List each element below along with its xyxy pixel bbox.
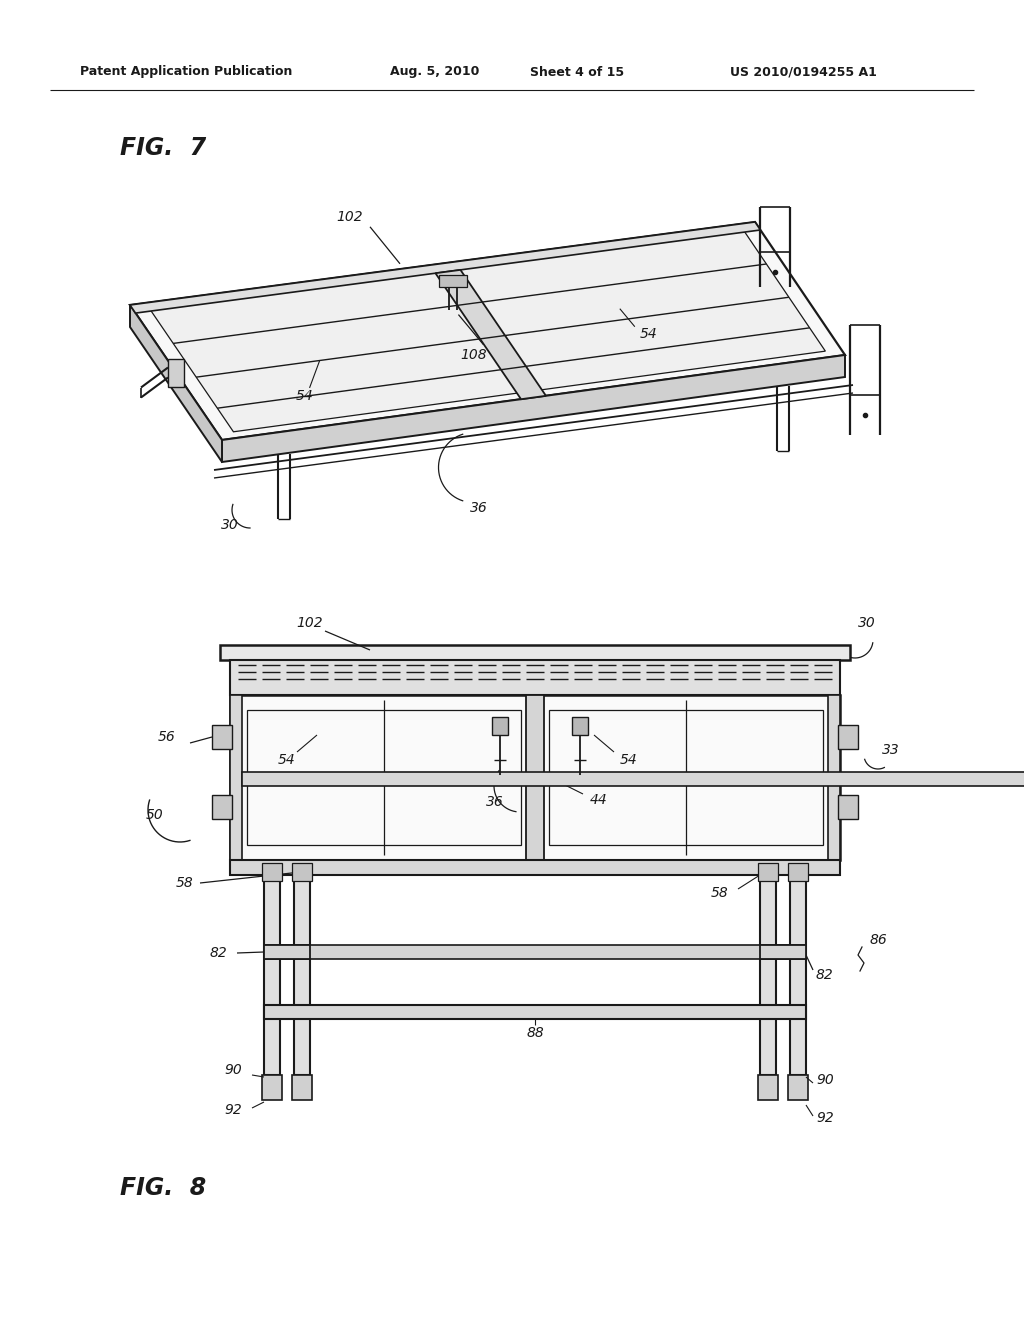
Bar bbox=[230, 660, 840, 696]
Text: 58: 58 bbox=[711, 886, 728, 900]
Text: 30: 30 bbox=[858, 616, 876, 630]
Text: 90: 90 bbox=[224, 1063, 242, 1077]
Bar bbox=[212, 795, 232, 818]
Text: 50: 50 bbox=[146, 808, 164, 822]
Text: 86: 86 bbox=[870, 933, 888, 946]
Text: 33: 33 bbox=[882, 743, 900, 756]
Bar bbox=[526, 696, 544, 861]
Text: 56: 56 bbox=[158, 730, 175, 744]
Text: US 2010/0194255 A1: US 2010/0194255 A1 bbox=[730, 66, 877, 78]
Bar bbox=[230, 696, 840, 861]
Text: 54: 54 bbox=[279, 752, 296, 767]
Text: Aug. 5, 2010: Aug. 5, 2010 bbox=[390, 66, 479, 78]
Bar bbox=[264, 1005, 806, 1019]
Text: 92: 92 bbox=[224, 1104, 242, 1117]
Bar bbox=[788, 863, 808, 880]
Bar bbox=[247, 710, 521, 845]
Bar bbox=[292, 1074, 312, 1100]
Text: 44: 44 bbox=[590, 793, 608, 807]
Bar bbox=[292, 863, 312, 880]
Bar bbox=[230, 861, 840, 875]
Bar bbox=[758, 863, 778, 880]
Bar bbox=[760, 875, 776, 1074]
Bar bbox=[838, 795, 858, 818]
Bar bbox=[264, 875, 280, 1074]
Text: FIG.  8: FIG. 8 bbox=[120, 1176, 206, 1200]
Bar bbox=[212, 725, 232, 748]
Bar bbox=[264, 945, 310, 960]
Text: 102: 102 bbox=[337, 210, 364, 224]
Bar bbox=[788, 1074, 808, 1100]
Bar bbox=[760, 945, 806, 960]
Polygon shape bbox=[130, 305, 222, 462]
Text: 36: 36 bbox=[486, 795, 504, 809]
Text: FIG.  7: FIG. 7 bbox=[120, 136, 206, 160]
Bar bbox=[230, 696, 242, 861]
Text: 82: 82 bbox=[209, 946, 227, 960]
Text: 54: 54 bbox=[296, 389, 313, 403]
Polygon shape bbox=[130, 222, 845, 440]
Text: 82: 82 bbox=[816, 968, 834, 982]
Polygon shape bbox=[130, 222, 761, 313]
Text: 88: 88 bbox=[526, 1026, 544, 1040]
Text: 54: 54 bbox=[621, 752, 638, 767]
Bar bbox=[439, 275, 467, 286]
Bar bbox=[549, 710, 823, 845]
Text: 102: 102 bbox=[297, 616, 324, 630]
Polygon shape bbox=[435, 269, 546, 399]
Bar bbox=[168, 359, 184, 387]
Bar bbox=[264, 945, 806, 960]
Bar bbox=[828, 696, 840, 861]
Text: 36: 36 bbox=[470, 500, 487, 515]
Bar bbox=[294, 875, 310, 1074]
Bar bbox=[262, 1074, 282, 1100]
Text: 108: 108 bbox=[460, 347, 486, 362]
Bar bbox=[242, 772, 1024, 785]
Bar bbox=[572, 717, 588, 735]
Bar bbox=[838, 725, 858, 748]
Text: 30: 30 bbox=[221, 517, 239, 532]
Bar bbox=[492, 717, 508, 735]
Text: 92: 92 bbox=[816, 1111, 834, 1125]
Text: 54: 54 bbox=[640, 326, 657, 341]
Text: 58: 58 bbox=[175, 876, 193, 890]
Bar bbox=[220, 645, 850, 660]
Bar bbox=[790, 875, 806, 1074]
Text: Sheet 4 of 15: Sheet 4 of 15 bbox=[530, 66, 624, 78]
Polygon shape bbox=[150, 230, 825, 432]
Bar bbox=[758, 1074, 778, 1100]
Polygon shape bbox=[222, 355, 845, 462]
Text: Patent Application Publication: Patent Application Publication bbox=[80, 66, 293, 78]
Text: 90: 90 bbox=[816, 1073, 834, 1086]
Bar bbox=[262, 863, 282, 880]
